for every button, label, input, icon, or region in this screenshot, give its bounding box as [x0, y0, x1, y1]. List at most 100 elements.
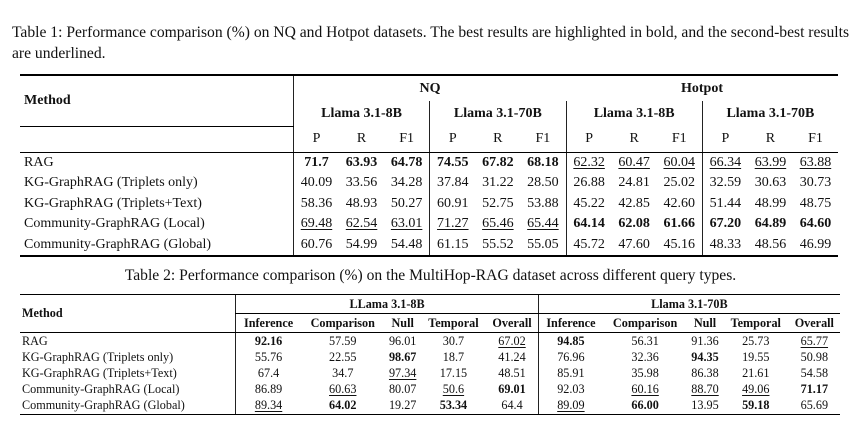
table-cell: 19.27 — [384, 397, 421, 415]
table-cell: 67.02 — [498, 333, 526, 348]
table-cell: 50.6 — [442, 382, 465, 397]
table-cell: 86.89 — [235, 381, 301, 398]
table-cell: 85.91 — [537, 365, 604, 382]
table-cell: 64.89 — [754, 216, 787, 232]
table-cell: 64.02 — [300, 397, 385, 415]
metric-header: Inference — [235, 313, 301, 333]
table-cell: 67.82 — [482, 154, 514, 170]
metric-header: R — [475, 126, 521, 153]
table-cell: 63.01 — [390, 216, 423, 232]
table-cell: 60.76 — [292, 234, 340, 257]
model-header: Llama 3.1-70B — [429, 101, 566, 126]
metric-header: P — [429, 126, 476, 153]
metric-header: R — [339, 126, 385, 153]
model-header: LLama 3.1-8B — [235, 294, 539, 314]
table-cell: 94.35 — [691, 349, 719, 364]
metric-header: Comparison — [300, 313, 385, 333]
table-cell: 30.73 — [799, 175, 832, 191]
table-cell: 65.46 — [482, 216, 514, 232]
table-cell: 48.56 — [747, 234, 793, 257]
table-cell: 45.22 — [565, 193, 612, 214]
method-header: Method — [20, 74, 294, 127]
table-cell: 34.28 — [390, 175, 423, 191]
table-cell: 89.34 — [235, 397, 301, 415]
table-cell: 96.01 — [388, 333, 417, 348]
table-cell: 42.60 — [663, 195, 695, 211]
table-cell: 35.98 — [631, 365, 659, 380]
table-cell: 92.03 — [537, 381, 604, 398]
table-row: Community-GraphRAG (Global) 60.76 54.99 54.… — [20, 234, 838, 257]
table-cell: 68.18 — [527, 154, 559, 170]
method-name: Community-GraphRAG (Global) — [20, 234, 294, 257]
table-cell: 54.48 — [384, 234, 430, 257]
table-cell: 53.88 — [527, 195, 559, 211]
method-name: KG-GraphRAG (Triplets only) — [24, 175, 198, 191]
table-cell: 40.09 — [292, 173, 340, 194]
metric-header: F1 — [656, 126, 703, 153]
table-row: KG-GraphRAG (Triplets+Text) 58.36 48.93 50.… — [20, 193, 838, 214]
metric-header: Temporal — [722, 313, 789, 333]
table-cell: 25.02 — [663, 175, 695, 191]
table-row: KG-GraphRAG (Triplets+Text) 67.4 34.7 97.34… — [20, 365, 840, 382]
table-cell: 60.04 — [663, 154, 695, 170]
table-cell: 65.77 — [800, 333, 829, 348]
table-row: Community-GraphRAG (Local) 69.48 62.54 63.0… — [20, 214, 838, 235]
table-cell: 60.91 — [429, 193, 476, 214]
table-cell: 32.36 — [631, 349, 659, 364]
table-cell: 60.63 — [329, 382, 357, 397]
table-cell: 98.67 — [388, 349, 417, 364]
table-cell: 60.47 — [618, 154, 650, 170]
table-cell: 59.18 — [722, 397, 789, 415]
table-cell: 30.7 — [442, 333, 465, 348]
table-cell: 31.22 — [482, 175, 514, 191]
table-cell: 47.60 — [611, 234, 657, 257]
table-cell: 53.34 — [420, 397, 487, 415]
metric-header: F1 — [792, 126, 838, 153]
table-cell: 62.54 — [345, 216, 378, 232]
table-cell: 86.38 — [691, 365, 719, 380]
method-name: Community-GraphRAG (Local) — [24, 216, 205, 232]
table-cell: 63.88 — [799, 154, 832, 170]
table-cell: 25.73 — [742, 333, 770, 348]
table-cell: 37.84 — [429, 173, 476, 194]
table-cell: 71.7 — [292, 152, 340, 173]
table-cell: 67.4 — [235, 365, 301, 382]
table-cell: 26.88 — [565, 173, 612, 194]
table-cell: 61.66 — [663, 216, 695, 232]
table-cell: 65.69 — [788, 397, 840, 415]
table-cell: 55.05 — [520, 234, 566, 257]
table-cell: 61.15 — [429, 234, 476, 257]
metric-spacer — [20, 126, 294, 153]
table-cell: 65.44 — [527, 216, 559, 232]
table-cell: 45.72 — [565, 234, 612, 257]
table-row: RAG 71.7 63.93 64.78 74.55 67.82 68.18 62.32 60.… — [20, 152, 838, 173]
table-cell: 69.48 — [292, 214, 340, 235]
table-cell: 74.55 — [429, 152, 476, 173]
table-cell: 45.16 — [656, 234, 703, 257]
table-cell: 48.93 — [345, 195, 378, 211]
table-cell: 58.36 — [292, 193, 340, 214]
table-cell: 66.34 — [701, 152, 748, 173]
table-cell: 54.58 — [800, 365, 829, 380]
table-cell: 63.93 — [345, 154, 378, 170]
model-header: Llama 3.1-8B — [292, 101, 430, 126]
table-cell: 80.07 — [388, 382, 417, 397]
table-cell: 34.7 — [332, 365, 354, 380]
table-row: KG-GraphRAG (Triplets only) 55.76 22.55 98.… — [20, 349, 840, 366]
table-cell: 50.98 — [800, 349, 829, 364]
table-cell: 63.99 — [754, 154, 787, 170]
table-cell: 62.08 — [618, 216, 650, 232]
table-cell: 42.85 — [618, 195, 650, 211]
table-cell: 19.55 — [742, 349, 770, 364]
table-cell: 69.01 — [498, 382, 526, 397]
method-name: KG-GraphRAG (Triplets only) — [22, 349, 174, 364]
table-cell: 21.61 — [742, 365, 770, 380]
table-cell: 51.44 — [701, 193, 748, 214]
table-cell: 88.70 — [691, 382, 719, 397]
table-cell: 55.76 — [235, 349, 301, 366]
table-cell: 32.59 — [701, 173, 748, 194]
table-cell: 48.51 — [498, 365, 526, 380]
metric-header: Comparison — [603, 313, 688, 333]
metric-header: Inference — [537, 313, 604, 333]
table-row: RAG 92.16 57.59 96.01 30.7 67.02 94.85 56.31 91.… — [20, 332, 840, 350]
